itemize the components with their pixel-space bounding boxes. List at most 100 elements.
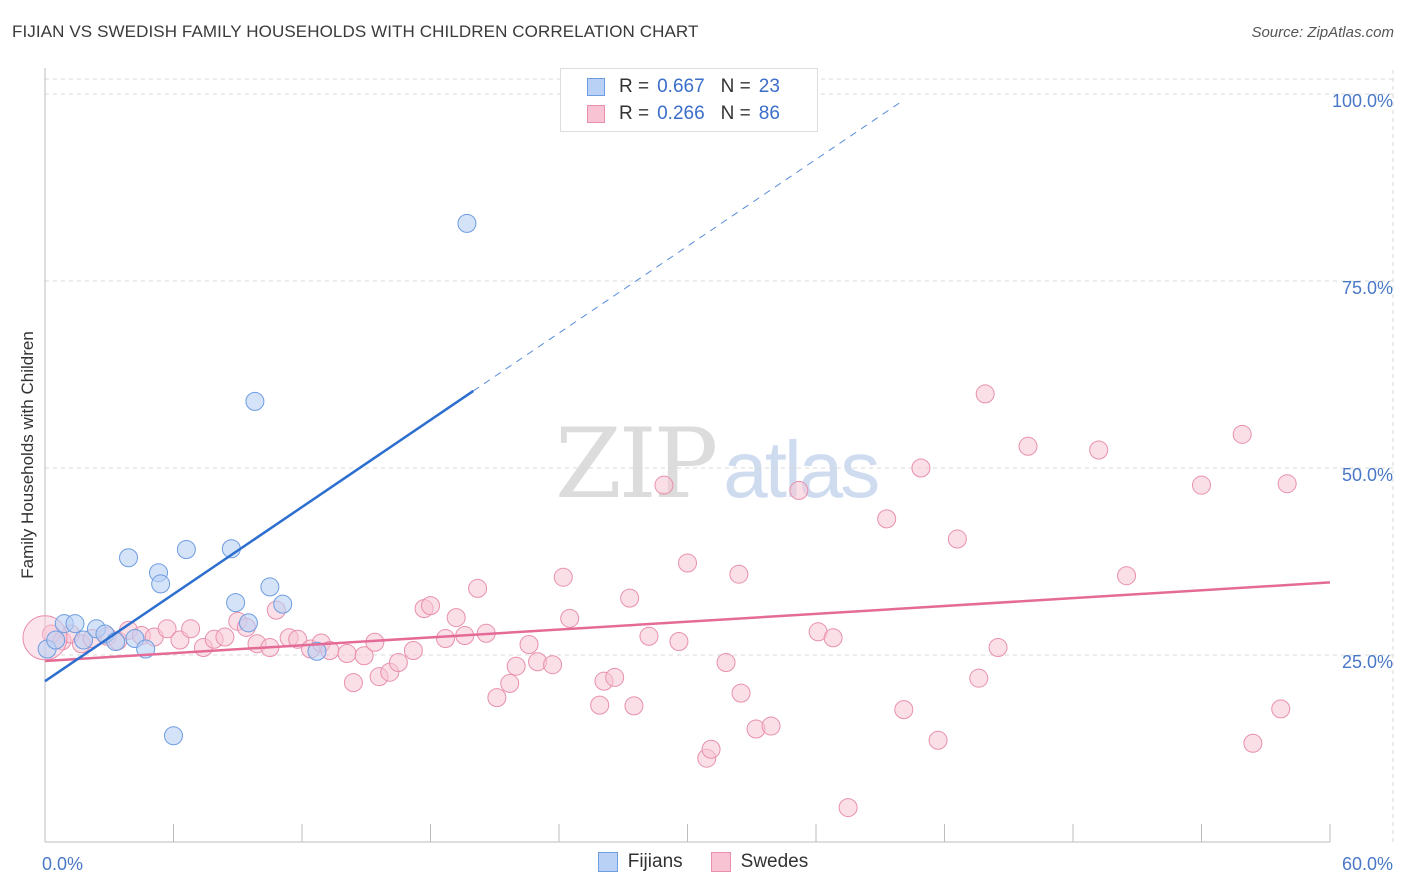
swedes-point [421,596,440,616]
fijians-r-value: 0.667 [657,76,705,97]
axes [44,68,1330,843]
swedes-point [337,643,357,663]
fijians-points [37,213,477,746]
tick-labels: 25.0% 50.0% 75.0% 100.0% 0.0% 60.0% [42,91,1393,874]
swedes-point [157,619,177,639]
swedes-point [620,588,640,608]
swedes-point [506,656,526,676]
fijians-trend-line [44,389,475,683]
swedes-point [343,673,363,693]
swedes-point [1232,424,1252,444]
swedes-legend-label: Swedes [740,851,809,872]
watermark-zip: ZIP [555,408,718,520]
legend-item-fijians[interactable]: Fijians [597,851,683,873]
swedes-r-label: R = [619,103,650,124]
y-tick-label: 75.0% [1342,278,1393,298]
swedes-point [519,635,539,655]
x-tick-label-min: 0.0% [42,854,83,874]
swedes-point [403,641,423,661]
fijians-point [46,630,66,650]
swedes-point [605,667,625,687]
swedes-legend-swatch [710,852,731,872]
fijians-r-label: R = [619,76,650,97]
fijians-legend-label: Fijians [627,851,683,872]
swedes-point [716,652,736,672]
swedes-point [1192,475,1211,495]
swedes-point [1018,436,1038,456]
swedes-point [1277,474,1297,494]
legend-item-swedes[interactable]: Swedes [710,851,809,873]
legend-row-swedes: R = 0.266 N = 86 [587,102,796,126]
swedes-point [639,626,659,646]
fijians-point [260,577,280,597]
fijians-point [151,574,171,594]
swedes-point [947,529,967,549]
swedes-trend-line [44,581,1331,663]
fijians-point [176,540,196,560]
swedes-points [22,384,1297,818]
swedes-n-label: N = [720,103,751,124]
fijians-legend-swatch [597,852,618,872]
x-tick-label-max: 60.0% [1342,854,1393,874]
fijians-point [74,630,94,650]
swedes-r-value: 0.266 [657,103,705,124]
swedes-n-value: 86 [758,103,780,124]
correlation-legend: R = 0.667 N = 23 R = 0.266 N = 86 [560,68,818,132]
fijians-trend-extension [473,101,902,392]
chart-title: FIJIAN VS SWEDISH FAMILY HOUSEHOLDS WITH… [12,22,699,41]
series-legend: Fijians Swedes [0,851,1406,873]
swedes-point [1243,733,1263,753]
swedes-point [894,700,914,720]
fijians-point [106,632,126,652]
swedes-point [1117,566,1137,586]
fijians-swatch [587,78,605,96]
swedes-point [823,628,843,648]
swedes-point [654,475,674,495]
swedes-point [181,619,201,639]
swedes-point [590,695,610,715]
swedes-point [500,673,520,693]
fijians-point [238,613,258,633]
grid-lines [45,70,1395,842]
fijians-point [245,391,265,411]
swedes-point [388,652,408,672]
swedes-point [446,608,466,628]
fijians-point [65,614,85,634]
swedes-point [1089,440,1109,460]
swedes-point [789,480,809,500]
swedes-point [543,655,563,675]
swedes-point [669,632,689,652]
swedes-point [877,509,897,529]
swedes-point [487,688,507,708]
swedes-point [911,458,931,478]
swedes-point [288,629,308,649]
swedes-point [468,578,488,598]
swedes-point [354,646,374,666]
swedes-point [560,608,580,628]
swedes-point [969,668,989,688]
swedes-point [975,384,995,404]
trend-lines [44,101,1331,683]
swedes-point [988,638,1008,658]
fijians-point [164,726,183,746]
fijians-point [119,548,139,568]
swedes-point [761,716,781,736]
fijians-n-label: N = [720,76,751,97]
swedes-point [624,696,644,716]
y-tick-label: 25.0% [1342,652,1393,672]
swedes-point [435,629,455,649]
swedes-point [729,564,749,584]
swedes-point [215,627,235,647]
swedes-point [553,567,573,587]
swedes-point [701,739,721,759]
swedes-point [928,730,948,750]
y-tick-label: 100.0% [1332,91,1393,111]
y-tick-label: 50.0% [1342,465,1393,485]
watermark: ZIP atlas [555,408,880,520]
legend-row-fijians: R = 0.667 N = 23 [587,75,796,99]
swedes-swatch [587,105,605,123]
swedes-point [1271,699,1291,719]
fijians-n-value: 23 [758,76,780,97]
swedes-point [838,798,858,818]
